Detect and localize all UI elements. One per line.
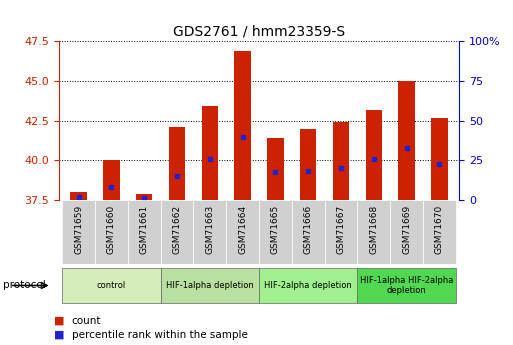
Bar <box>358 268 456 303</box>
Text: count: count <box>72 316 102 326</box>
Bar <box>234 51 251 200</box>
Bar <box>202 107 218 200</box>
Bar <box>161 200 193 264</box>
Text: GSM71659: GSM71659 <box>74 205 83 255</box>
Text: GSM71661: GSM71661 <box>140 205 149 255</box>
Bar <box>62 200 95 264</box>
Text: control: control <box>97 281 126 290</box>
Bar <box>259 268 358 303</box>
Bar <box>399 81 415 200</box>
Bar <box>128 200 161 264</box>
Text: GSM71663: GSM71663 <box>205 205 214 255</box>
Bar <box>431 118 448 200</box>
Bar <box>161 268 259 303</box>
Text: GSM71660: GSM71660 <box>107 205 116 255</box>
Text: ■: ■ <box>54 316 64 326</box>
Text: GSM71662: GSM71662 <box>172 205 182 254</box>
Text: HIF-1alpha HIF-2alpha
depletion: HIF-1alpha HIF-2alpha depletion <box>360 276 453 295</box>
Text: protocol: protocol <box>3 280 45 290</box>
Text: GSM71668: GSM71668 <box>369 205 379 255</box>
Text: GSM71670: GSM71670 <box>435 205 444 255</box>
Text: GSM71664: GSM71664 <box>238 205 247 254</box>
Bar <box>70 192 87 200</box>
Bar <box>226 200 259 264</box>
Bar <box>193 200 226 264</box>
Text: HIF-1alpha depletion: HIF-1alpha depletion <box>166 281 254 290</box>
Title: GDS2761 / hmm23359-S: GDS2761 / hmm23359-S <box>173 25 345 39</box>
Bar <box>333 122 349 200</box>
Bar <box>292 200 325 264</box>
Text: GSM71669: GSM71669 <box>402 205 411 255</box>
Bar <box>358 200 390 264</box>
Bar <box>62 268 161 303</box>
Text: GSM71665: GSM71665 <box>271 205 280 255</box>
Text: GSM71666: GSM71666 <box>304 205 313 255</box>
Text: percentile rank within the sample: percentile rank within the sample <box>72 330 248 339</box>
Text: GSM71667: GSM71667 <box>337 205 346 255</box>
Bar <box>423 200 456 264</box>
Bar <box>390 200 423 264</box>
Bar <box>325 200 358 264</box>
Text: HIF-2alpha depletion: HIF-2alpha depletion <box>264 281 352 290</box>
Bar <box>136 194 152 200</box>
Bar <box>103 160 120 200</box>
Bar <box>267 138 284 200</box>
Bar <box>259 200 292 264</box>
Text: ■: ■ <box>54 330 64 339</box>
Bar <box>300 129 317 200</box>
Bar <box>95 200 128 264</box>
Bar <box>169 127 185 200</box>
Bar <box>366 110 382 200</box>
